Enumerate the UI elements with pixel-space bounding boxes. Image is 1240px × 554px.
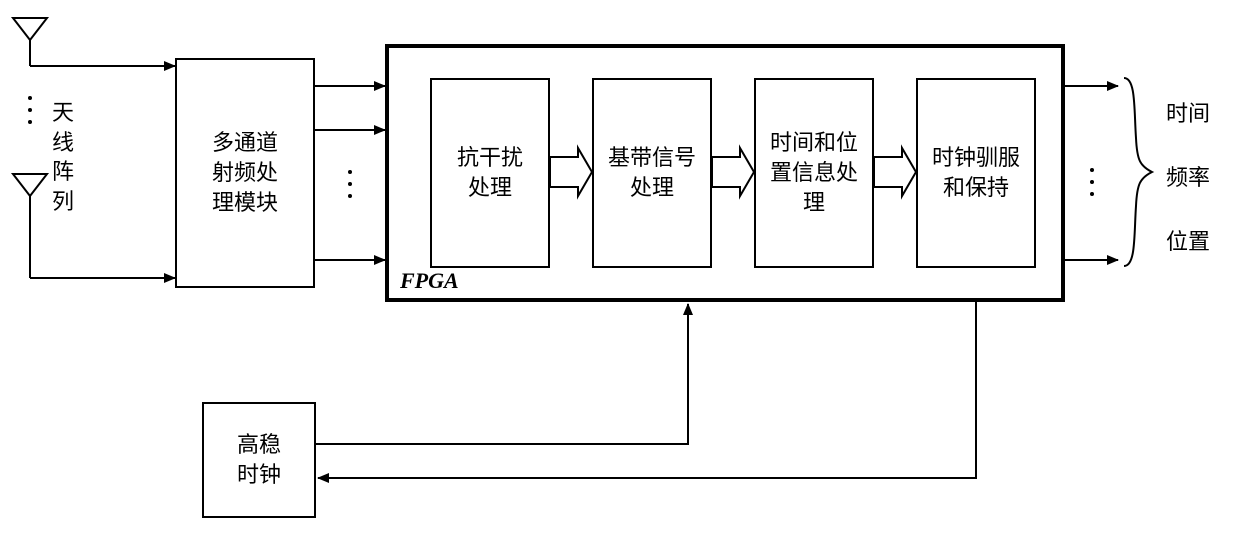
antenna-bottom-icon [13,174,47,278]
fpga-label: FPGA [400,268,459,294]
fpga-out-ellipsis [1090,168,1094,196]
baseband-label: 基带信号处理 [606,143,698,202]
antijam-label: 抗干扰处理 [454,143,526,202]
timepos-label: 时间和位置信息处理 [768,128,860,217]
rf-module-block: 多通道射频处理模块 [175,58,315,288]
diagram-stage: 天线阵列 多通道射频处理模块 FPGA 抗干扰处理 基带信号处理 时间和位置信息… [0,0,1240,554]
antenna-array-label: 天线阵列 [50,98,76,217]
clockhold-block: 时钟驯服和保持 [916,78,1036,268]
rf-module-label: 多通道射频处理模块 [210,128,280,217]
baseband-block: 基带信号处理 [592,78,712,268]
antijam-block: 抗干扰处理 [430,78,550,268]
timepos-block: 时间和位置信息处理 [754,78,874,268]
antenna-ellipsis [28,96,32,124]
antenna-top-icon [13,18,47,66]
rf-fpga-ellipsis [348,170,352,198]
output-brace-icon [1124,78,1152,266]
output-time-label: 时间 [1166,96,1210,128]
clockhold-to-clock-arrow [318,302,976,478]
clockhold-label: 时钟驯服和保持 [930,143,1022,202]
antenna-array-label-text: 天线阵列 [52,100,74,214]
output-pos-label: 位置 [1166,224,1210,256]
clock-label: 高稳时钟 [234,430,284,489]
clock-to-fpga-arrow [316,304,688,444]
clock-block: 高稳时钟 [202,402,316,518]
output-freq-label: 频率 [1166,160,1210,192]
